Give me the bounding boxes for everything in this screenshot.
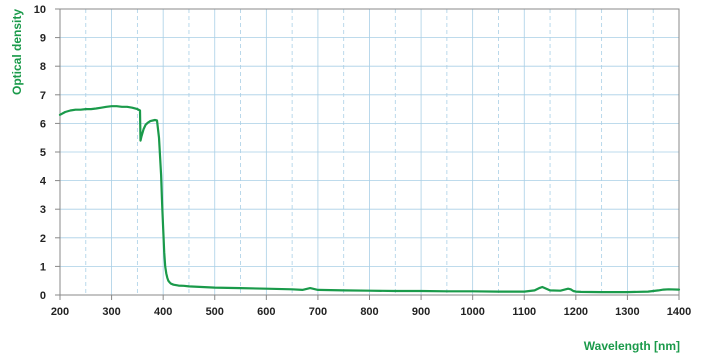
y-tick-label: 0 (40, 290, 46, 302)
y-tick-label: 8 (40, 61, 46, 73)
plot-frame (55, 8, 680, 300)
x-tick-label: 600 (257, 306, 275, 318)
series-line (58, 105, 681, 294)
y-tick-label: 5 (40, 147, 46, 159)
x-tick-label: 1400 (667, 306, 691, 318)
x-tick-label: 1200 (564, 306, 588, 318)
y-tick-label: 7 (40, 90, 46, 102)
x-tick-label: 500 (206, 306, 224, 318)
grid (60, 9, 679, 295)
x-tick-label: 1300 (615, 306, 639, 318)
x-tick-label: 800 (360, 306, 378, 318)
x-tick-label: 1100 (512, 306, 536, 318)
x-tick-label: 200 (51, 306, 69, 318)
y-tick-label: 10 (34, 4, 46, 16)
x-tick-label: 400 (154, 306, 172, 318)
x-axis-title: Wavelength [nm] (584, 339, 680, 353)
y-tick-label: 1 (40, 261, 46, 273)
y-axis-title: Optical density (10, 9, 24, 95)
y-tick-label: 3 (40, 204, 46, 216)
x-tick-label: 900 (412, 306, 430, 318)
x-tick-label: 700 (309, 306, 327, 318)
series-layer (58, 105, 681, 294)
y-axis-ticks: 0 1 2 3 4 5 6 7 8 9 10 (34, 4, 47, 302)
y-tick-label: 9 (40, 33, 46, 45)
x-tick-label: 300 (102, 306, 120, 318)
x-axis-ticks: 200 300 400 500 600 700 800 900 1000 1100 1200 1300… (51, 306, 691, 318)
y-tick-label: 6 (40, 118, 46, 130)
y-tick-label: 4 (40, 176, 47, 188)
y-tick-label: 2 (40, 233, 46, 245)
x-tick-label: 1000 (460, 306, 484, 318)
